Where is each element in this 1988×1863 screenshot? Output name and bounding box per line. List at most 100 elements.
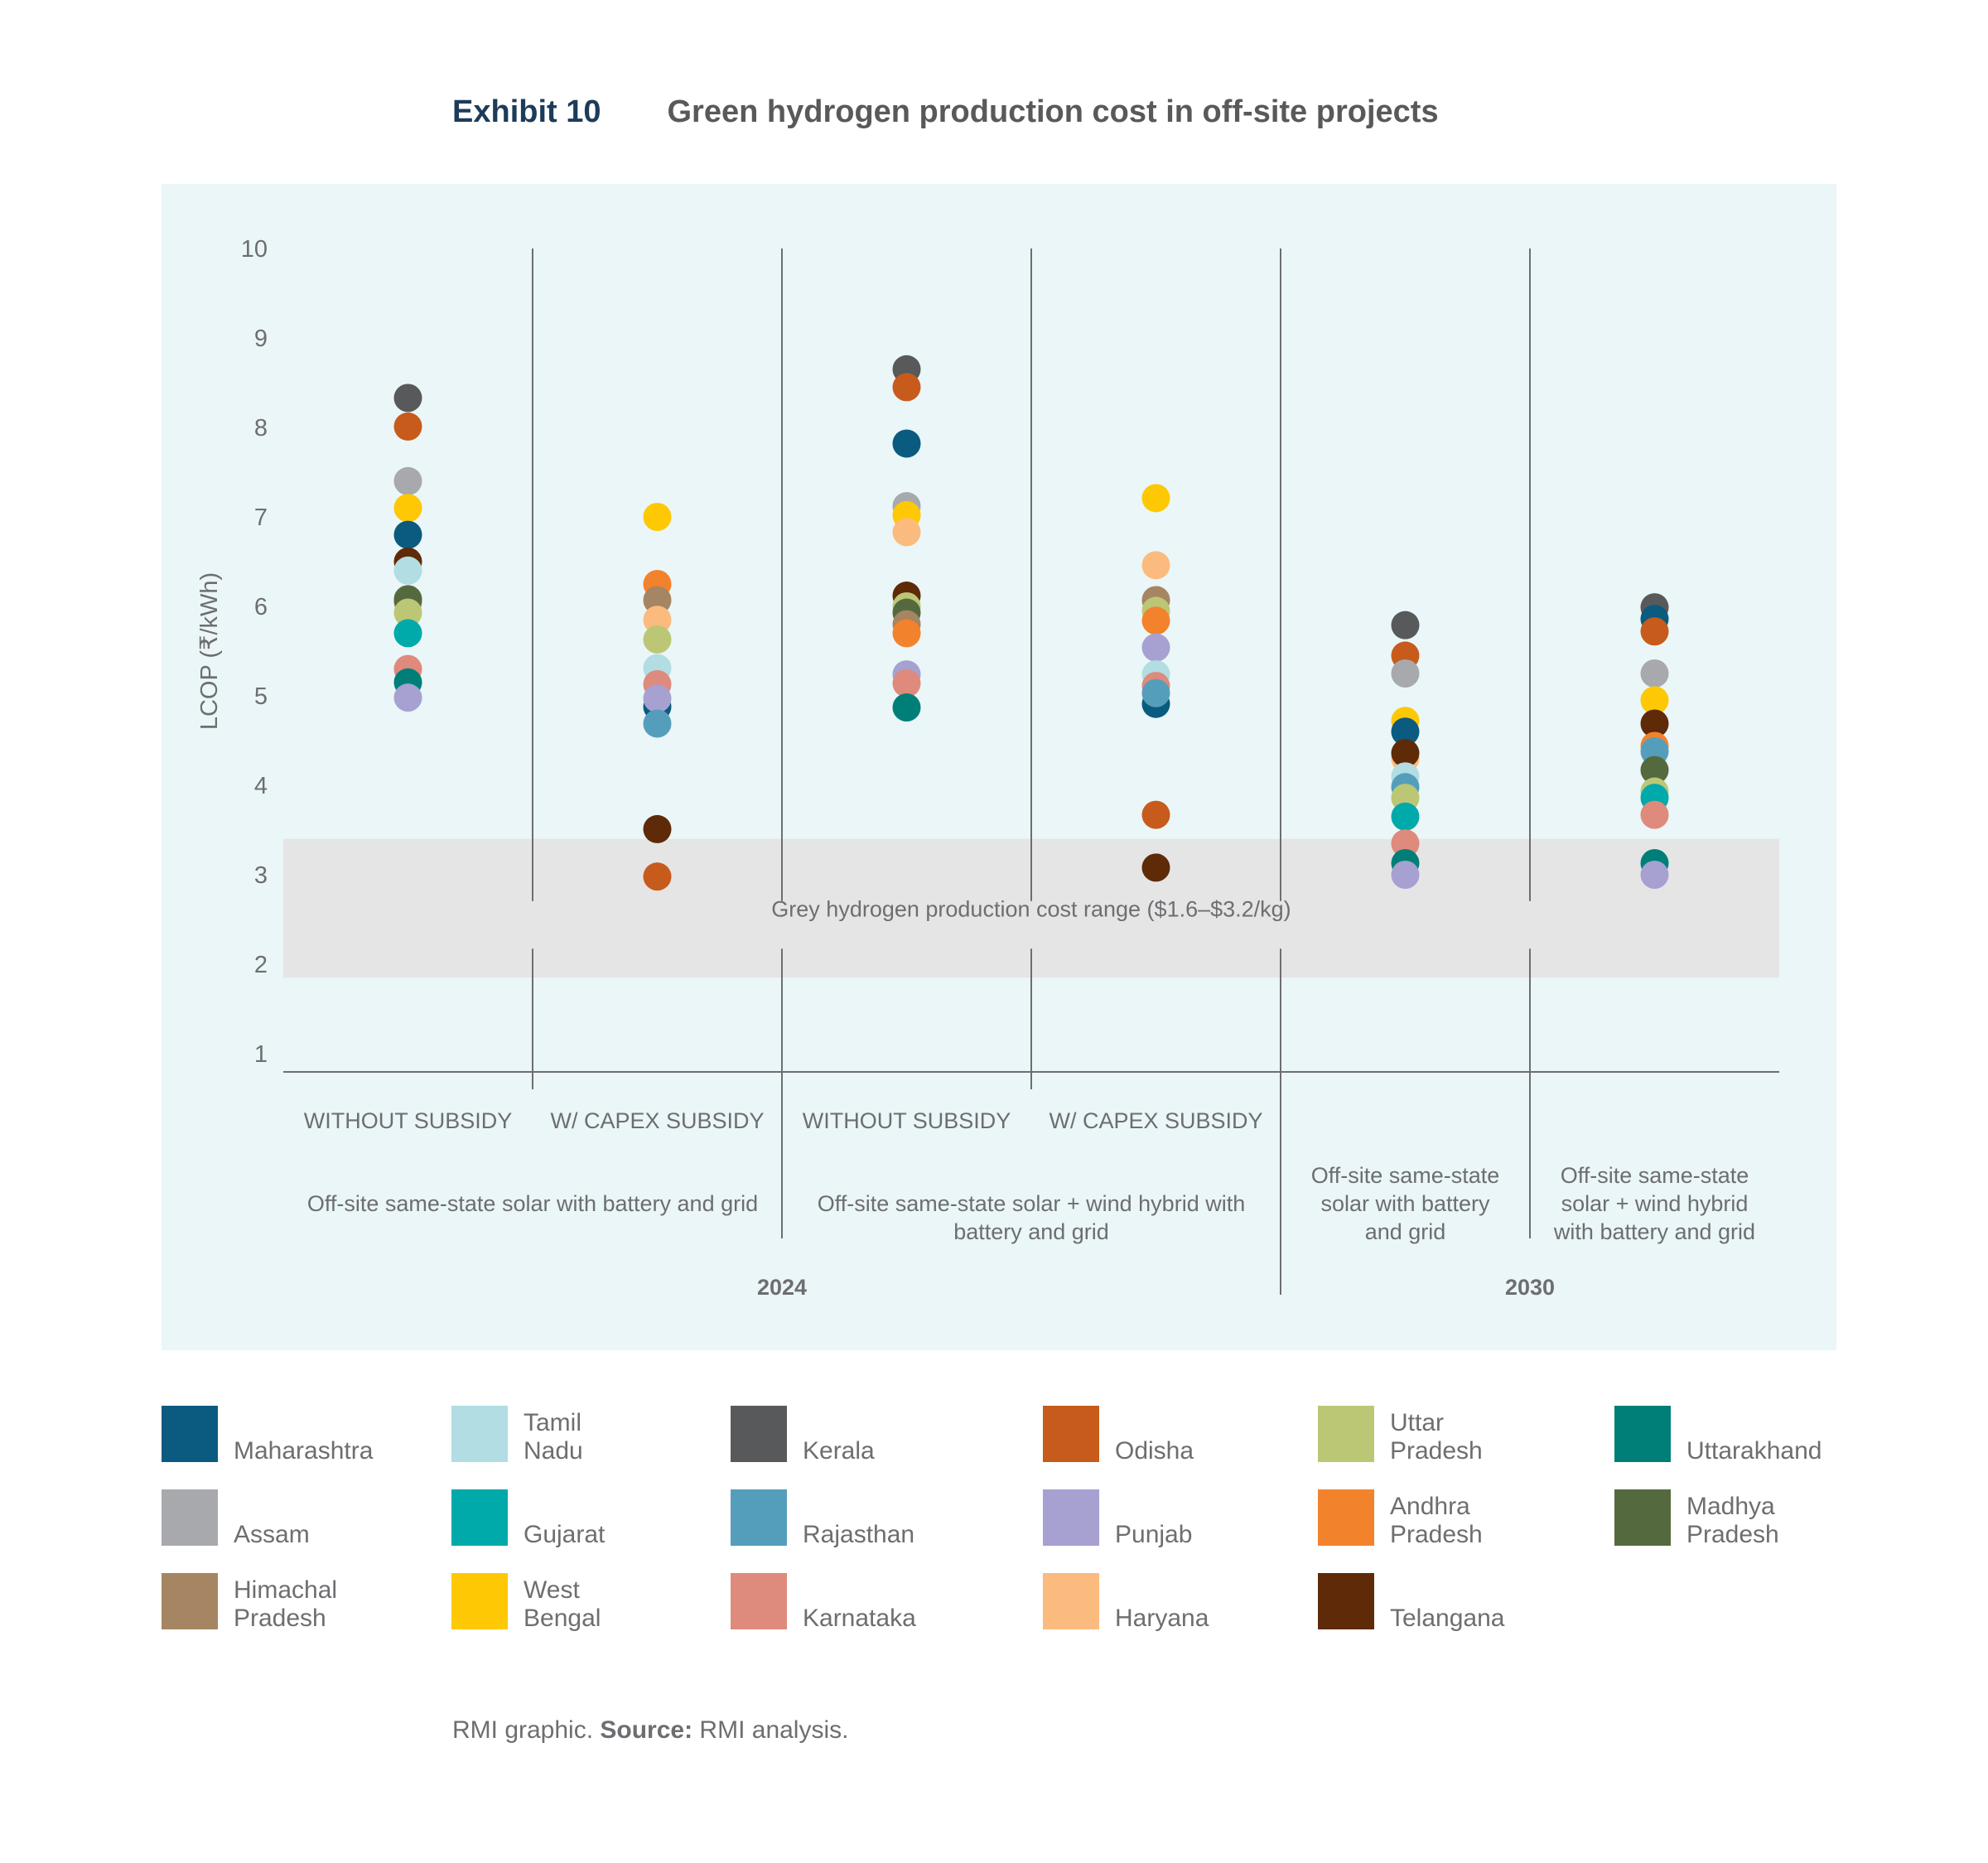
- legend-item-andhra-pradesh: Andhra Pradesh: [1318, 1489, 1600, 1548]
- data-point-odisha: [1141, 800, 1170, 829]
- legend-item-punjab: Punjab: [1043, 1489, 1325, 1548]
- y-tick-label: 2: [254, 952, 268, 978]
- data-point-west-bengal: [1141, 484, 1170, 513]
- legend-swatch: [162, 1406, 218, 1462]
- legend-label: Uttar Pradesh: [1390, 1409, 1483, 1465]
- chart-header: Exhibit 10 Green hydrogen production cost…: [452, 94, 1439, 144]
- legend-swatch: [1043, 1573, 1099, 1629]
- legend-item-telangana: Telangana: [1318, 1573, 1600, 1632]
- column-label: WITHOUT SUBSIDY: [803, 1108, 1011, 1133]
- legend-label: Punjab: [1115, 1521, 1193, 1548]
- legend-item-tamil-nadu: Tamil Nadu: [451, 1406, 733, 1465]
- legend-swatch: [1318, 1489, 1374, 1546]
- legend-swatch: [1318, 1406, 1374, 1462]
- data-point-odisha: [1640, 617, 1669, 646]
- data-point-uttarakhand: [892, 693, 921, 722]
- data-point-odisha: [892, 373, 921, 402]
- legend-item-karnataka: Karnataka: [731, 1573, 1012, 1632]
- data-point-kerala: [393, 384, 422, 413]
- legend-swatch: [731, 1406, 787, 1462]
- legend-label: Haryana: [1115, 1605, 1209, 1632]
- data-point-maharashtra: [393, 520, 422, 549]
- data-point-haryana: [1141, 551, 1170, 580]
- data-point-punjab: [1640, 861, 1669, 889]
- y-axis-label: LCOP (₹/kWh): [196, 572, 223, 730]
- legend-label: Telangana: [1390, 1605, 1505, 1632]
- legend-item-gujarat: Gujarat: [451, 1489, 733, 1548]
- legend-swatch: [1614, 1406, 1671, 1462]
- data-point-rajasthan: [643, 709, 672, 738]
- data-point-rajasthan: [1141, 678, 1170, 707]
- legend-swatch: [731, 1573, 787, 1629]
- legend-label: Tamil Nadu: [524, 1409, 583, 1465]
- legend-item-madhya-pradesh: Madhya Pradesh: [1614, 1489, 1896, 1548]
- column-label: W/ CAPEX SUBSIDY: [1049, 1108, 1262, 1133]
- data-point-punjab: [1391, 861, 1420, 889]
- legend-label: Uttarakhand: [1686, 1437, 1822, 1465]
- data-point-telangana: [643, 814, 672, 843]
- data-point-gujarat: [393, 619, 422, 648]
- column-label: W/ CAPEX SUBSIDY: [550, 1108, 764, 1133]
- data-point-karnataka: [1391, 829, 1420, 858]
- footer-source-label: Source:: [600, 1716, 693, 1744]
- data-point-maharashtra: [1391, 717, 1420, 746]
- legend-label: Kerala: [803, 1437, 875, 1465]
- data-point-madhya-pradesh: [1640, 755, 1669, 784]
- data-point-uttar-pradesh: [393, 598, 422, 627]
- y-tick-label: 1: [254, 1041, 268, 1068]
- footer: RMI graphic. Source: RMI analysis.: [452, 1716, 848, 1745]
- legend-item-uttar-pradesh: Uttar Pradesh: [1318, 1406, 1600, 1465]
- data-point-west-bengal: [1640, 686, 1669, 715]
- chart-area: Grey hydrogen production cost range ($1.…: [162, 184, 1836, 1350]
- legend-label: Maharashtra: [234, 1437, 374, 1465]
- data-point-punjab: [643, 684, 672, 713]
- y-tick-label: 3: [254, 862, 268, 889]
- data-point-andhra-pradesh: [892, 619, 921, 648]
- data-point-odisha: [643, 862, 672, 891]
- year-label-2030: 2030: [1505, 1275, 1555, 1300]
- legend-label: Rajasthan: [803, 1521, 915, 1548]
- legend-swatch: [162, 1573, 218, 1629]
- legend-label: Karnataka: [803, 1605, 916, 1632]
- data-point-andhra-pradesh: [1141, 606, 1170, 635]
- column-label: WITHOUT SUBSIDY: [304, 1108, 513, 1133]
- data-point-karnataka: [1640, 800, 1669, 829]
- group-label: Off-site same-state solar + wind hybrid …: [818, 1191, 1245, 1244]
- legend-label: Andhra Pradesh: [1390, 1493, 1483, 1548]
- legend-item-west-bengal: West Bengal: [451, 1573, 733, 1632]
- exhibit-label: Exhibit 10: [452, 94, 601, 129]
- y-tick-label: 4: [254, 773, 268, 799]
- legend-item-odisha: Odisha: [1043, 1406, 1325, 1465]
- legend-swatch: [1043, 1406, 1099, 1462]
- legend-swatch: [162, 1489, 218, 1546]
- legend-item-assam: Assam: [162, 1489, 443, 1548]
- data-point-west-bengal: [643, 503, 672, 531]
- data-point-west-bengal: [393, 494, 422, 523]
- data-point-assam: [1640, 659, 1669, 688]
- data-point-uttar-pradesh: [643, 625, 672, 654]
- data-point-telangana: [1141, 853, 1170, 882]
- data-point-telangana: [1391, 739, 1420, 768]
- legend-swatch: [451, 1573, 508, 1629]
- y-tick-label: 9: [254, 326, 268, 352]
- group-label: Off-site same-state solar with battery and…: [1311, 1163, 1500, 1244]
- group-label: Off-site same-state solar + wind hybrid wi…: [1553, 1163, 1755, 1244]
- data-point-haryana: [892, 518, 921, 547]
- legend-label: Odisha: [1115, 1437, 1194, 1465]
- legend-item-himachal-pradesh: Himachal Pradesh: [162, 1573, 443, 1632]
- y-tick-label: 7: [254, 504, 268, 531]
- data-point-punjab: [1141, 633, 1170, 662]
- data-point-assam: [393, 466, 422, 495]
- data-point-gujarat: [1391, 802, 1420, 831]
- data-point-kerala: [1391, 611, 1420, 640]
- legend-swatch: [731, 1489, 787, 1546]
- chart-title: Green hydrogen production cost in off-si…: [667, 94, 1439, 129]
- y-tick-label: 5: [254, 683, 268, 710]
- y-tick-label: 6: [254, 594, 268, 620]
- data-point-punjab: [393, 683, 422, 712]
- group-label: Off-site same-state solar with battery a…: [307, 1191, 758, 1216]
- footer-source-text: RMI analysis.: [692, 1716, 849, 1744]
- data-point-karnataka: [892, 668, 921, 697]
- legend-item-rajasthan: Rajasthan: [731, 1489, 1012, 1548]
- legend-item-maharashtra: Maharashtra: [162, 1406, 443, 1465]
